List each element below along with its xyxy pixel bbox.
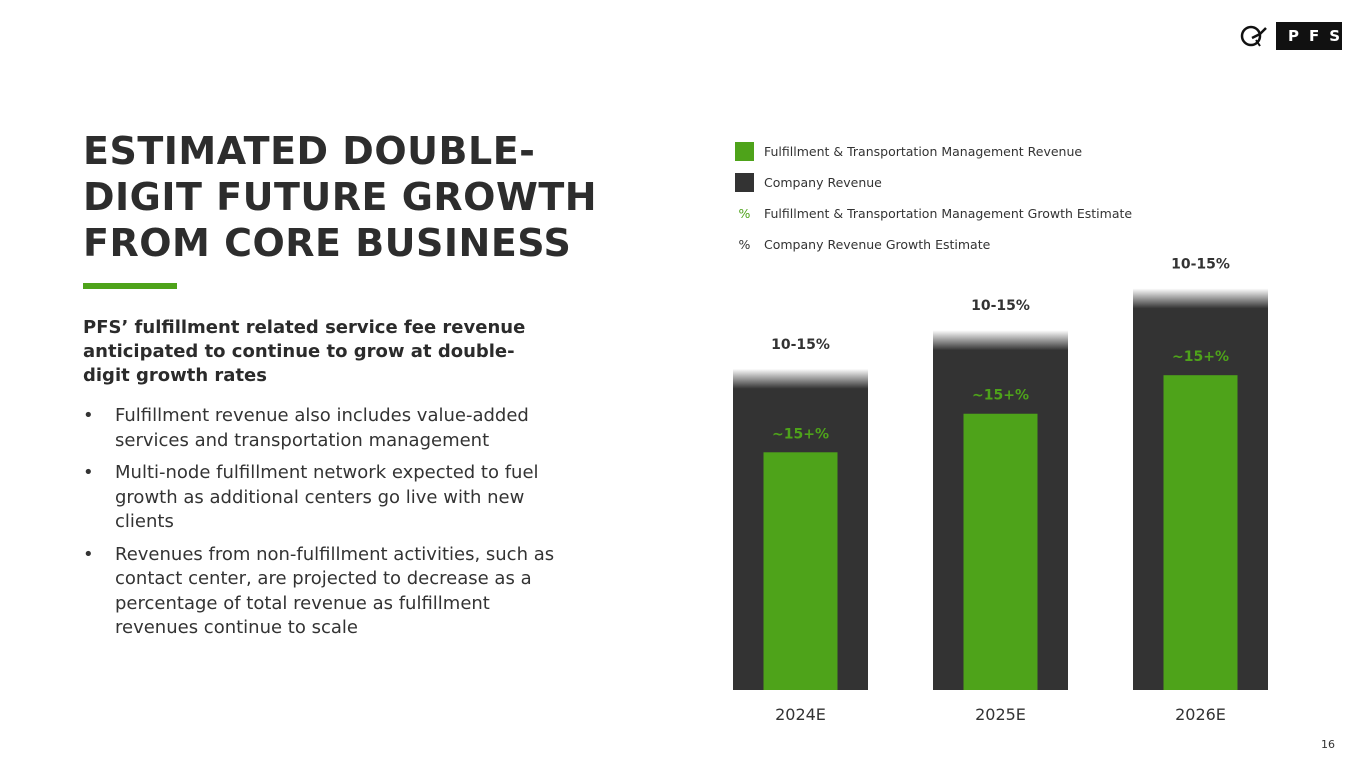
title-underline xyxy=(83,283,177,289)
x-axis-category-label: 2025E xyxy=(975,705,1026,724)
x-axis-category-label: 2024E xyxy=(775,705,826,724)
legend-item: Company Revenue xyxy=(735,167,1132,198)
bullet-symbol: • xyxy=(83,543,94,565)
page-number: 16 xyxy=(1321,738,1335,751)
bullet-list: • Fulfillment revenue also includes value… xyxy=(83,404,563,649)
legend-swatch-fulfillment xyxy=(735,142,754,161)
logo-wordmark: PFS xyxy=(1276,22,1342,50)
logo: PFS xyxy=(1238,20,1342,52)
legend-label: Company Revenue Growth Estimate xyxy=(764,237,991,252)
fulfillment-revenue-bar xyxy=(1163,375,1238,690)
company-growth-label: 10-15% xyxy=(971,298,1030,314)
bullet-text: Revenues from non-fulfillment activities… xyxy=(115,543,555,639)
bullet-item: • Fulfillment revenue also includes value… xyxy=(83,404,563,453)
legend-item: Fulfillment & Transportation Management … xyxy=(735,136,1132,167)
legend-swatch-company xyxy=(735,173,754,192)
bullet-symbol: • xyxy=(83,405,94,426)
legend-label: Fulfillment & Transportation Management … xyxy=(764,144,1083,159)
bullet-item: • Revenues from non-fulfillment activitie… xyxy=(83,543,563,641)
legend-label: Company Revenue xyxy=(764,175,882,190)
chart-legend: Fulfillment & Transportation Management … xyxy=(735,136,1132,260)
company-revenue-bar-fade xyxy=(733,368,868,389)
company-revenue-bar-fade xyxy=(933,330,1068,351)
page-title: ESTIMATED DOUBLE-DIGIT FUTURE GROWTH FRO… xyxy=(83,129,598,265)
legend-item: % Fulfillment & Transportation Managemen… xyxy=(735,198,1133,229)
bullet-text: Multi-node fulfillment network expected … xyxy=(115,462,539,532)
bullet-symbol: • xyxy=(83,462,94,483)
x-axis-category-label: 2026E xyxy=(1175,705,1226,724)
legend-percent-symbol: % xyxy=(738,206,751,221)
legend-label: Fulfillment & Transportation Management … xyxy=(764,206,1133,221)
fulfillment-growth-label: ~15+% xyxy=(1172,349,1229,365)
fulfillment-revenue-bar xyxy=(763,452,838,690)
bullet-text: Fulfillment revenue also includes value-… xyxy=(115,405,529,451)
revenue-bar-chart: 10-15% ~15+% 2024E 10-15% ~15+% 2025E 10-15% ~1… xyxy=(733,256,1268,724)
fulfillment-growth-label: ~15+% xyxy=(772,426,829,442)
company-revenue-bar-fade xyxy=(1133,288,1268,309)
fulfillment-growth-label: ~15+% xyxy=(972,388,1029,404)
company-growth-label: 10-15% xyxy=(1171,256,1230,272)
legend-percent-symbol: % xyxy=(738,237,751,252)
logo-mark-icon xyxy=(1240,25,1267,47)
legend-item: % Company Revenue Growth Estimate xyxy=(735,229,1132,260)
bullet-item: • Multi-node fulfillment network expected… xyxy=(83,461,563,535)
company-growth-label: 10-15% xyxy=(771,337,830,353)
subheading: PFS’ fulfillment related service fee rev… xyxy=(83,317,526,386)
fulfillment-revenue-bar xyxy=(963,413,1038,690)
